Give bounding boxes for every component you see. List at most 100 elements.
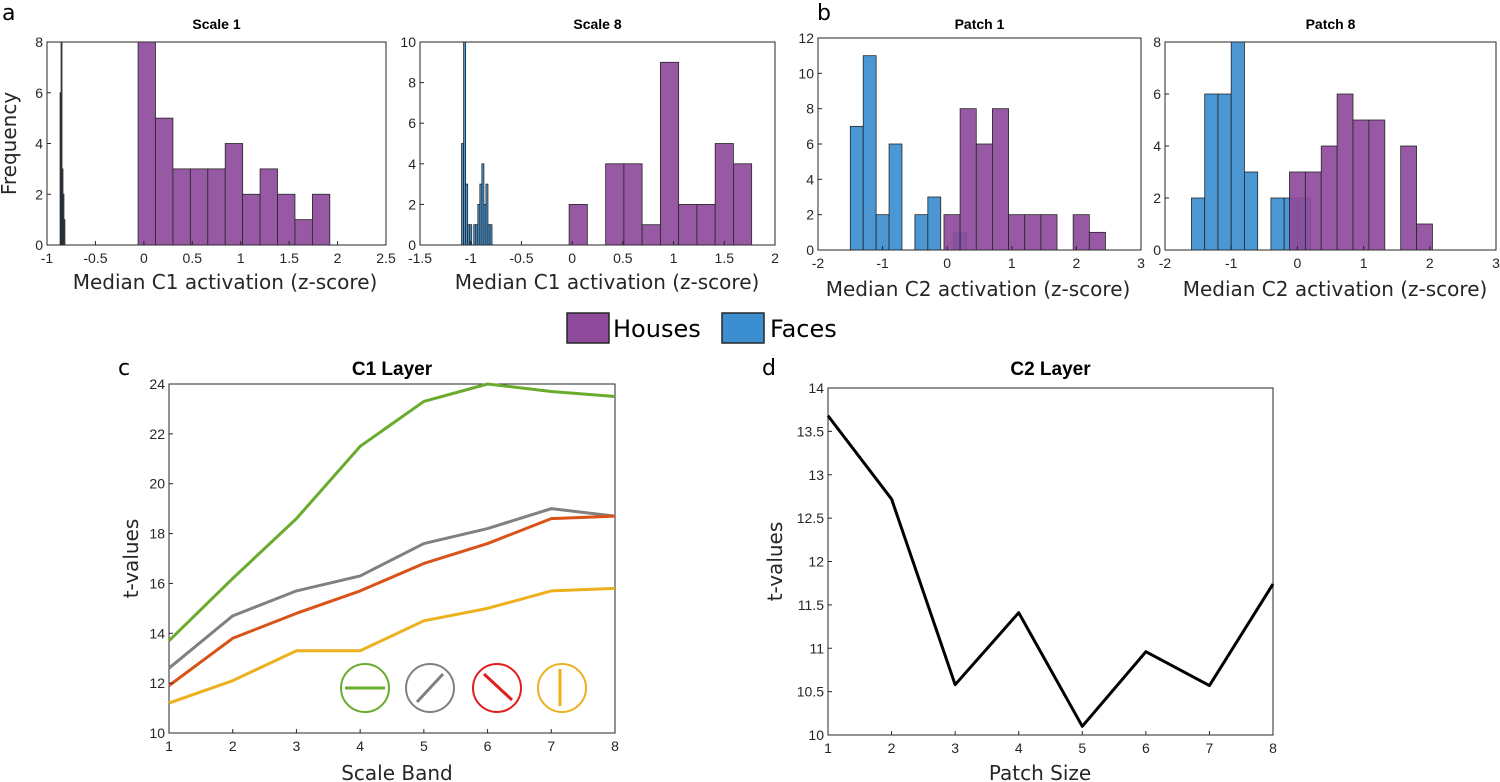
x-axis-label: Median C2 activation (z-score) <box>826 277 1131 301</box>
x-tick-label: 8 <box>1269 740 1277 756</box>
houses-bar <box>242 193 261 246</box>
legend-swatch-houses <box>566 312 610 344</box>
panel-label-b: b <box>817 1 831 26</box>
houses-bar <box>605 163 625 246</box>
y-tick-label: 0 <box>408 237 416 253</box>
houses-bar <box>1368 119 1386 251</box>
y-tick-label: 6 <box>408 115 416 131</box>
y-tick-label: 4 <box>1153 138 1161 154</box>
chart-title: Patch 1 <box>955 16 1005 32</box>
diagonal-45-line-icon <box>405 663 455 713</box>
x-tick-label: 2 <box>229 738 237 754</box>
faces-bar <box>1244 171 1259 251</box>
x-tick-label: 3 <box>293 738 301 754</box>
houses-bar <box>1352 119 1370 251</box>
y-tick-label: 22 <box>149 426 165 442</box>
houses-bar <box>277 193 296 246</box>
histogram-patch-8: -2 -1 0 1 2 3 0 2 4 6 8 Patch 8 Median C2 activation… <box>1153 16 1500 301</box>
houses-bar <box>696 203 716 246</box>
x-tick-label: 4 <box>1015 740 1023 756</box>
y-tick-label: 6 <box>806 136 814 152</box>
chart-title: Scale 8 <box>573 16 621 32</box>
houses-bar <box>1289 171 1306 251</box>
houses-bar <box>1024 214 1042 251</box>
y-tick-label: 13.5 <box>797 423 824 439</box>
houses-bar <box>1072 214 1090 251</box>
houses-bar <box>172 168 191 246</box>
y-axis-label: t-values <box>119 519 143 599</box>
faces-bar <box>63 219 66 246</box>
y-tick-label: 10.5 <box>797 684 824 700</box>
faces-bar <box>1191 197 1206 251</box>
y-tick-label: 10 <box>808 727 824 743</box>
x-tick-label: 7 <box>547 738 555 754</box>
x-tick-label: 5 <box>420 738 428 754</box>
plot-area <box>168 383 616 734</box>
y-tick-label: 4 <box>35 136 43 152</box>
y-tick-label: 2 <box>806 207 814 223</box>
x-tick-label: -0.5 <box>509 250 533 266</box>
y-tick-label: 8 <box>1153 34 1161 50</box>
houses-bar <box>224 143 244 246</box>
x-axis-label: Patch Size <box>989 761 1091 782</box>
y-tick-label: 20 <box>149 476 165 492</box>
y-tick-label: 10 <box>798 65 814 81</box>
x-tick-label: 2 <box>1073 255 1081 271</box>
orientation-legend <box>340 663 587 713</box>
x-tick-label: 2 <box>1426 255 1434 271</box>
houses-bar <box>137 41 156 246</box>
x-tick-label: 1.5 <box>715 250 735 266</box>
chart-title: Scale 1 <box>192 16 240 32</box>
y-tick-label: 2 <box>35 186 43 202</box>
faces-bar <box>1204 93 1219 251</box>
series-line-horizontal <box>167 382 616 642</box>
x-tick-label: -1 <box>41 250 54 266</box>
faces-bar <box>862 55 877 251</box>
x-tick-label: 3 <box>1492 255 1500 271</box>
y-tick-label: 2 <box>408 196 416 212</box>
x-tick-label: 3 <box>951 740 959 756</box>
legend-label-faces: Faces <box>770 315 837 343</box>
x-tick-label: 0.5 <box>613 250 633 266</box>
y-tick-label: 14 <box>808 380 824 396</box>
y-tick-label: 13 <box>808 467 824 483</box>
faces-bar <box>1230 41 1245 251</box>
faces-bar <box>463 41 467 246</box>
faces-bar <box>927 196 942 251</box>
faces-bar <box>888 143 903 251</box>
x-tick-label: -0.5 <box>83 250 107 266</box>
horizontal-line-icon <box>340 663 390 713</box>
y-tick-label: 14 <box>149 625 165 641</box>
y-tick-label: 12 <box>808 554 824 570</box>
x-tick-label: 6 <box>1142 740 1150 756</box>
y-tick-label: 4 <box>806 171 814 187</box>
houses-bar <box>259 168 278 246</box>
panel-label-d: d <box>762 356 776 381</box>
series-line-diagonal-45 <box>168 507 616 670</box>
faces-bar <box>1270 197 1285 251</box>
houses-bar <box>1040 214 1058 251</box>
y-tick-label: 8 <box>806 101 814 117</box>
y-tick-label: 12 <box>149 675 165 691</box>
x-tick-label: 2 <box>334 250 342 266</box>
houses-bar <box>975 143 993 251</box>
houses-bar <box>959 108 977 251</box>
panel-label-a: a <box>2 1 15 26</box>
x-tick-label: 7 <box>1206 740 1214 756</box>
y-tick-label: 8 <box>35 34 43 50</box>
houses-bar <box>294 219 313 246</box>
houses-bar <box>1304 171 1322 251</box>
y-tick-label: 2 <box>1153 190 1161 206</box>
x-tick-label: 1 <box>670 250 678 266</box>
houses-bar <box>1416 223 1433 251</box>
y-tick-label: 12.5 <box>797 510 824 526</box>
houses-bar <box>155 117 174 246</box>
houses-bar <box>1088 231 1106 251</box>
x-tick-label: -1 <box>1225 255 1238 271</box>
y-tick-label: 4 <box>408 156 416 172</box>
houses-bar <box>1008 214 1026 251</box>
faces-bar <box>489 224 493 246</box>
x-tick-label: 0 <box>140 250 148 266</box>
